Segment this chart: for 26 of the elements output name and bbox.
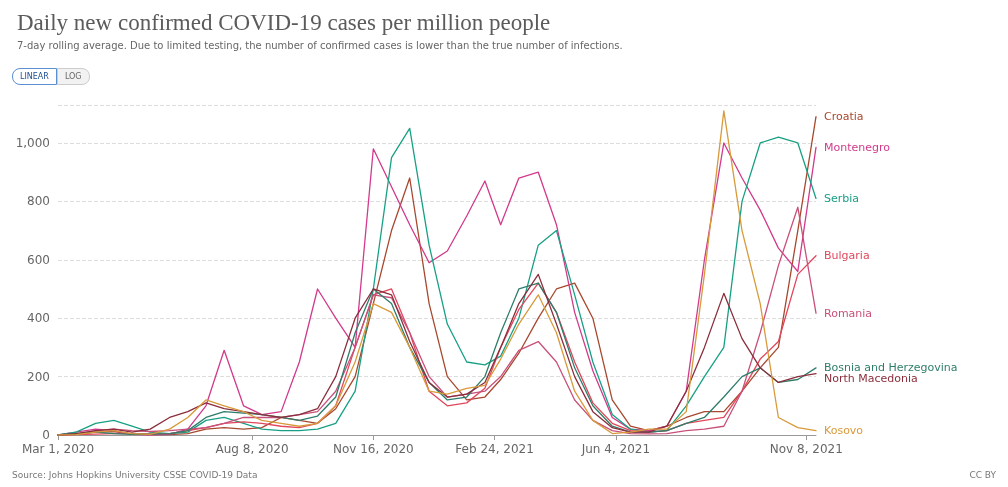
source-note: Source: Johns Hopkins University CSSE COVID-19 Data	[12, 469, 258, 480]
y-tick-label: 200	[27, 369, 50, 384]
x-tick-label: Mar 1, 2020	[21, 442, 95, 456]
text: CC BY	[969, 469, 997, 480]
chart-title: Daily new confirmed COVID-19 cases per million people	[17, 10, 551, 35]
y-tick-label: 1,000	[15, 135, 50, 150]
x-tick-label: Aug 8, 2020	[215, 442, 289, 456]
text: LOG	[56, 68, 90, 85]
y-tick-label: 0	[42, 428, 50, 442]
chart-subtitle: 7-day rolling average. Due to limited testing, the number of confirmed cases is lower than the true number of infections.	[17, 39, 623, 51]
y-tick-label: 600	[27, 252, 50, 267]
series-label: Romania	[824, 306, 873, 320]
x-tick-label: Feb 24, 2021	[455, 442, 534, 456]
series-label: Kosovo	[824, 424, 864, 438]
series-label: Bulgaria	[824, 249, 870, 263]
series-label: Serbia	[824, 191, 860, 205]
x-tick-label: Nov 8, 2021	[769, 442, 843, 456]
y-tick-label: 800	[27, 194, 50, 209]
y-tick-label: 400	[27, 311, 50, 326]
text: LINEAR	[12, 68, 57, 85]
x-tick-label: Jun 4, 2021	[580, 442, 651, 456]
series-label: Montenegro	[824, 140, 891, 154]
x-tick-label: Nov 16, 2020	[332, 442, 414, 456]
series-label: Croatia	[824, 110, 864, 124]
series-label: Bosnia and Herzegovina	[824, 361, 958, 375]
series-label: North Macedonia	[824, 372, 918, 386]
